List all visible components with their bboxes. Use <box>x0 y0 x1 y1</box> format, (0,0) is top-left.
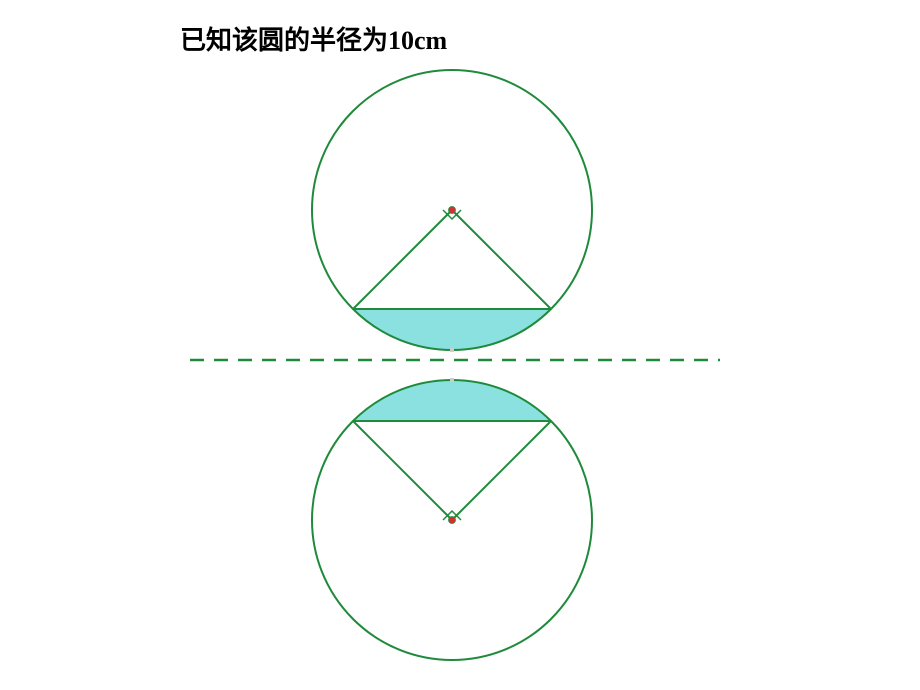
arc-midpoint-marker <box>450 378 454 382</box>
radius-right <box>452 421 551 520</box>
arc-midpoint-marker <box>450 348 454 352</box>
geometry-diagram <box>0 0 920 690</box>
circular-segment <box>353 380 551 421</box>
circular-segment <box>353 309 551 350</box>
radius-left <box>353 421 452 520</box>
circle-unit <box>312 70 592 352</box>
center-point <box>449 517 456 524</box>
radius-left <box>353 210 452 309</box>
radius-right <box>452 210 551 309</box>
circle-unit <box>312 378 592 660</box>
center-point <box>449 207 456 214</box>
